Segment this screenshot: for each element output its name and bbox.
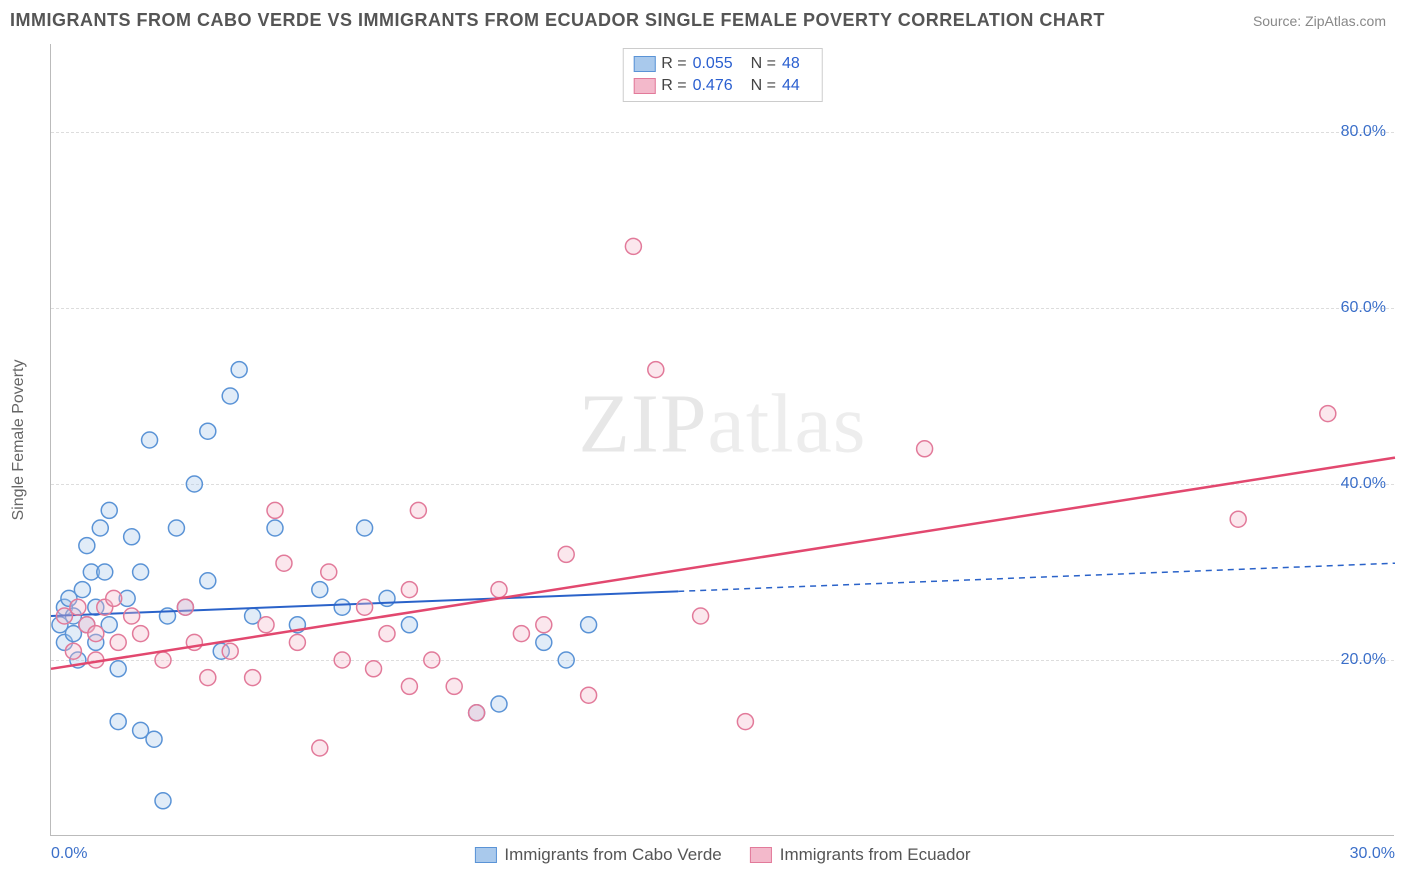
- data-point: [79, 538, 95, 554]
- r-value-2: 0.476: [693, 77, 733, 95]
- data-point: [491, 696, 507, 712]
- legend-item-1: Immigrants from Cabo Verde: [474, 845, 721, 865]
- data-point: [446, 678, 462, 694]
- data-point: [917, 441, 933, 457]
- scatter-svg: [51, 44, 1394, 835]
- legend-label-1: Immigrants from Cabo Verde: [504, 845, 721, 865]
- data-point: [74, 582, 90, 598]
- data-point: [558, 652, 574, 668]
- source-attribution: Source: ZipAtlas.com: [1253, 13, 1386, 29]
- data-point: [133, 626, 149, 642]
- data-point: [401, 678, 417, 694]
- data-point: [276, 555, 292, 571]
- data-point: [200, 573, 216, 589]
- data-point: [133, 564, 149, 580]
- r-value-1: 0.055: [693, 55, 733, 73]
- data-point: [312, 582, 328, 598]
- data-point: [737, 714, 753, 730]
- data-point: [357, 599, 373, 615]
- data-point: [410, 502, 426, 518]
- legend-row-series-2: R = 0.476 N = 44: [633, 75, 812, 97]
- data-point: [1230, 511, 1246, 527]
- data-point: [401, 582, 417, 598]
- n-value-1: 48: [782, 55, 800, 73]
- n-value-2: 44: [782, 77, 800, 95]
- data-point: [110, 661, 126, 677]
- data-point: [424, 652, 440, 668]
- data-point: [357, 520, 373, 536]
- x-tick-label: 30.0%: [1350, 845, 1395, 863]
- data-point: [334, 599, 350, 615]
- data-point: [558, 546, 574, 562]
- data-point: [321, 564, 337, 580]
- chart-title: IMMIGRANTS FROM CABO VERDE VS IMMIGRANTS…: [10, 10, 1105, 31]
- data-point: [110, 634, 126, 650]
- data-point: [401, 617, 417, 633]
- data-point: [312, 740, 328, 756]
- data-point: [289, 634, 305, 650]
- data-point: [101, 502, 117, 518]
- correlation-legend: R = 0.055 N = 48 R = 0.476 N = 44: [622, 48, 823, 102]
- data-point: [124, 529, 140, 545]
- data-point: [581, 617, 597, 633]
- data-point: [693, 608, 709, 624]
- data-point: [267, 502, 283, 518]
- data-point: [258, 617, 274, 633]
- data-point: [469, 705, 485, 721]
- x-tick-label: 0.0%: [51, 845, 87, 863]
- swatch-series-1: [474, 847, 496, 863]
- series-legend: Immigrants from Cabo Verde Immigrants fr…: [474, 845, 970, 865]
- data-point: [142, 432, 158, 448]
- legend-row-series-1: R = 0.055 N = 48: [633, 53, 812, 75]
- r-label: R =: [661, 55, 686, 73]
- data-point: [245, 670, 261, 686]
- legend-label-2: Immigrants from Ecuador: [780, 845, 971, 865]
- data-point: [379, 626, 395, 642]
- trend-line-extrapolated: [678, 563, 1395, 591]
- data-point: [106, 590, 122, 606]
- swatch-series-2: [750, 847, 772, 863]
- n-label: N =: [751, 77, 776, 95]
- trend-line: [51, 458, 1395, 669]
- swatch-series-1: [633, 56, 655, 72]
- r-label: R =: [661, 77, 686, 95]
- data-point: [97, 564, 113, 580]
- data-point: [65, 643, 81, 659]
- data-point: [581, 687, 597, 703]
- data-point: [200, 423, 216, 439]
- data-point: [648, 362, 664, 378]
- data-point: [124, 608, 140, 624]
- data-point: [155, 652, 171, 668]
- data-point: [168, 520, 184, 536]
- data-point: [536, 617, 552, 633]
- data-point: [92, 520, 108, 536]
- swatch-series-2: [633, 78, 655, 94]
- data-point: [625, 238, 641, 254]
- data-point: [231, 362, 247, 378]
- data-point: [88, 626, 104, 642]
- data-point: [1320, 406, 1336, 422]
- chart-plot-area: Single Female Poverty 20.0%40.0%60.0%80.…: [50, 44, 1394, 836]
- data-point: [186, 476, 202, 492]
- data-point: [366, 661, 382, 677]
- y-axis-label: Single Female Poverty: [10, 359, 28, 520]
- data-point: [334, 652, 350, 668]
- data-point: [155, 793, 171, 809]
- data-point: [222, 388, 238, 404]
- data-point: [110, 714, 126, 730]
- legend-item-2: Immigrants from Ecuador: [750, 845, 971, 865]
- data-point: [267, 520, 283, 536]
- data-point: [177, 599, 193, 615]
- data-point: [222, 643, 238, 659]
- data-point: [70, 599, 86, 615]
- data-point: [200, 670, 216, 686]
- n-label: N =: [751, 55, 776, 73]
- data-point: [146, 731, 162, 747]
- data-point: [491, 582, 507, 598]
- data-point: [513, 626, 529, 642]
- data-point: [536, 634, 552, 650]
